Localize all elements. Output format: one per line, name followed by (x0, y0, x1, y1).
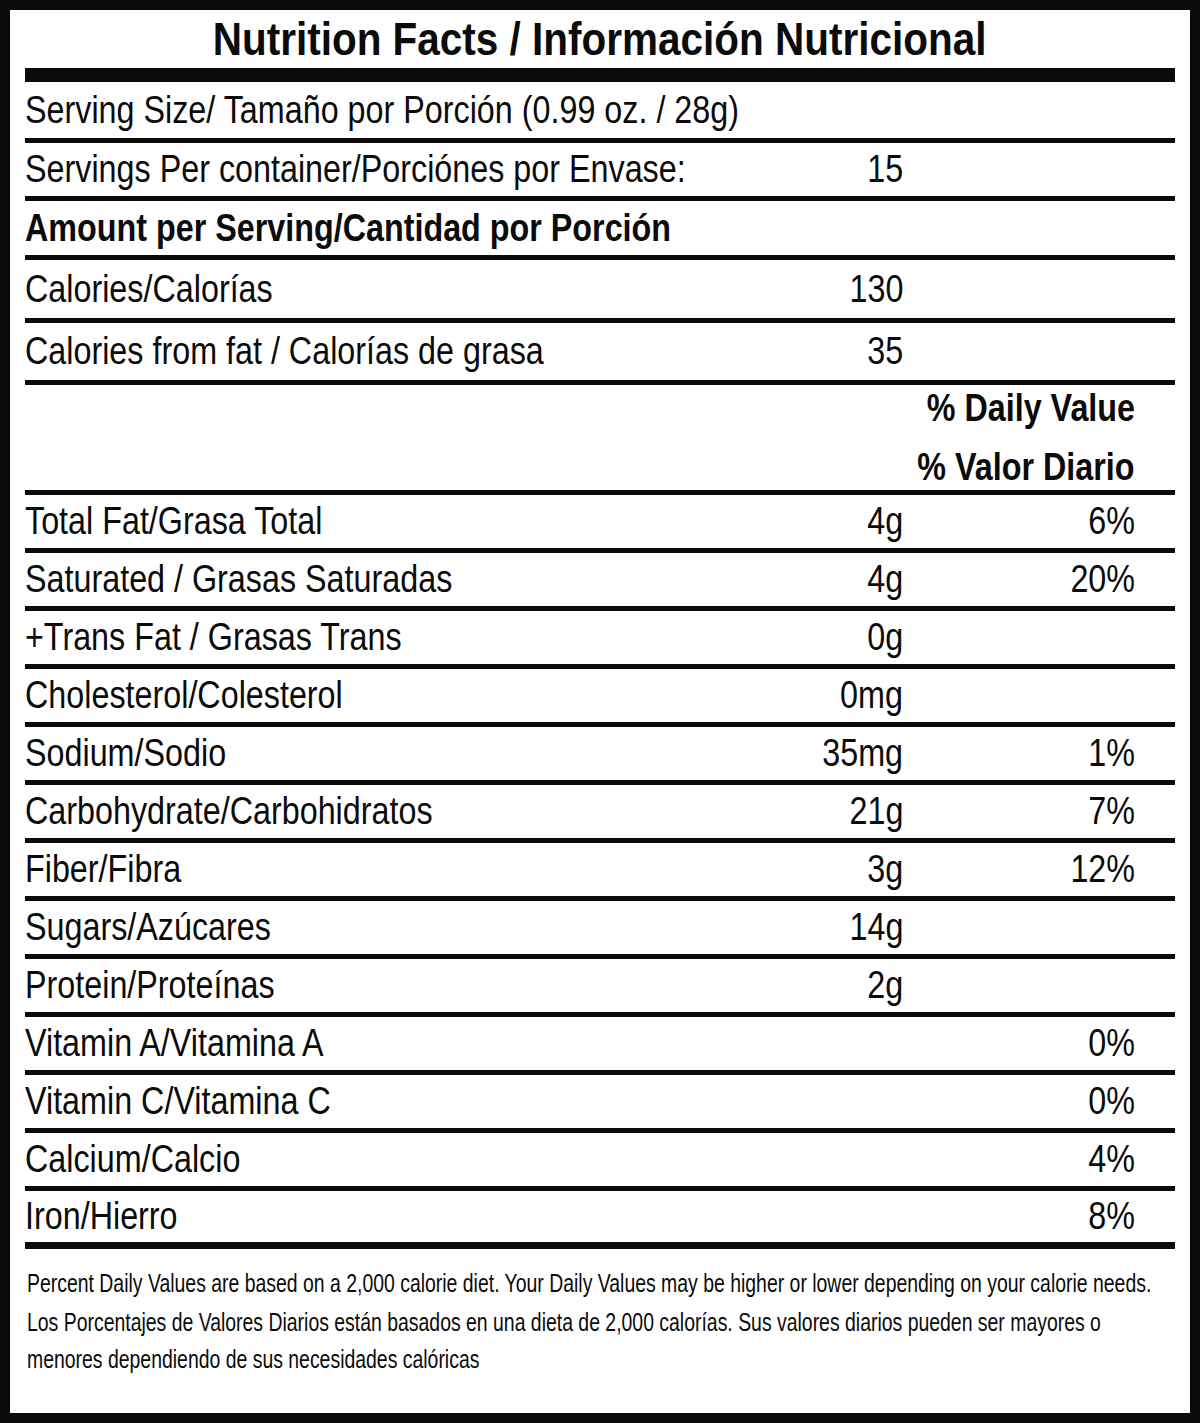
nutrient-amount: 21g (849, 790, 903, 833)
nutrient-label: Cholesterol/Colesterol (25, 674, 343, 717)
servings-per-container-row: Servings Per container/Porciónes por Env… (25, 143, 1175, 201)
nutrient-label: Vitamin A/Vitamina A (25, 1022, 324, 1065)
nutrient-row-vitamin-a: Vitamin A/Vitamina A 0% (25, 1017, 1175, 1075)
nutrient-label: Saturated / Grasas Saturadas (25, 558, 452, 601)
nutrient-row-cholesterol: Cholesterol/Colesterol 0mg (25, 669, 1175, 727)
calories-from-fat-value: 35 (867, 330, 903, 373)
servings-per-container-value: 15 (867, 148, 903, 191)
nutrient-row-calcium: Calcium/Calcio 4% (25, 1133, 1175, 1191)
nutrient-label: Calcium/Calcio (25, 1138, 240, 1181)
serving-size-label: Serving Size/ Tamaño por Porción (0.99 o… (25, 89, 739, 132)
nutrition-facts-label: Nutrition Facts / Información Nutriciona… (0, 0, 1200, 1423)
calories-label: Calories/Calorías (25, 268, 273, 311)
nutrient-amount: 35mg (822, 732, 903, 775)
nutrient-amount: 0mg (840, 674, 903, 717)
nutrient-label: Sodium/Sodio (25, 732, 226, 775)
nutrient-row-saturated-fat: Saturated / Grasas Saturadas 4g 20% (25, 553, 1175, 611)
nutrient-row-iron: Iron/Hierro 8% (25, 1191, 1175, 1249)
nutrient-row-sodium: Sodium/Sodio 35mg 1% (25, 727, 1175, 785)
nutrient-row-vitamin-c: Vitamin C/Vitamina C 0% (25, 1075, 1175, 1133)
daily-value-header-en: % Daily Value (927, 387, 1135, 430)
nutrient-amount: 4g (867, 500, 903, 543)
nutrient-daily-value: 6% (1088, 500, 1135, 543)
nutrient-label: Sugars/Azúcares (25, 906, 271, 949)
nutrient-row-trans-fat: +Trans Fat / Grasas Trans 0g (25, 611, 1175, 669)
daily-value-header-block: % Daily Value % Valor Diario (25, 385, 1175, 495)
nutrient-label: Fiber/Fibra (25, 848, 181, 891)
nutrient-daily-value: 0% (1088, 1022, 1135, 1065)
nutrient-label: Protein/Proteínas (25, 964, 275, 1007)
daily-value-header-es: % Valor Diario (918, 446, 1135, 489)
title-divider-bar (25, 68, 1175, 82)
nutrient-amount: 0g (867, 616, 903, 659)
nutrient-daily-value: 4% (1088, 1138, 1135, 1181)
nutrient-daily-value: 7% (1088, 790, 1135, 833)
label-title: Nutrition Facts / Información Nutriciona… (213, 12, 987, 66)
serving-size-row: Serving Size/ Tamaño por Porción (0.99 o… (25, 82, 1175, 143)
amount-per-serving-header-row: Amount per Serving/Cantidad por Porción (25, 201, 1175, 260)
footnote-en: Percent Daily Values are based on a 2,00… (27, 1265, 1162, 1302)
nutrient-label: Total Fat/Grasa Total (25, 500, 322, 543)
nutrient-label: Carbohydrate/Carbohidratos (25, 790, 433, 833)
nutrient-amount: 3g (867, 848, 903, 891)
nutrient-amount: 4g (867, 558, 903, 601)
label-title-zone: Nutrition Facts / Información Nutriciona… (25, 10, 1175, 68)
nutrient-row-protein: Protein/Proteínas 2g (25, 959, 1175, 1017)
amount-per-serving-header: Amount per Serving/Cantidad por Porción (25, 207, 671, 250)
nutrient-label: Iron/Hierro (25, 1195, 178, 1238)
nutrient-label: Vitamin C/Vitamina C (25, 1080, 331, 1123)
label-content: Nutrition Facts / Información Nutriciona… (10, 10, 1190, 1378)
nutrient-amount: 14g (849, 906, 903, 949)
calories-row: Calories/Calorías 130 (25, 260, 1175, 323)
servings-per-container-label: Servings Per container/Porciónes por Env… (25, 148, 686, 191)
nutrient-amount: 2g (867, 964, 903, 1007)
nutrient-daily-value: 8% (1088, 1195, 1135, 1238)
nutrient-daily-value: 20% (1070, 558, 1135, 601)
nutrient-row-total-fat: Total Fat/Grasa Total 4g 6% (25, 495, 1175, 553)
nutrient-row-fiber: Fiber/Fibra 3g 12% (25, 843, 1175, 901)
nutrient-label: +Trans Fat / Grasas Trans (25, 616, 402, 659)
nutrient-daily-value: 12% (1070, 848, 1135, 891)
calories-from-fat-label: Calories from fat / Calorías de grasa (25, 330, 544, 373)
nutrient-daily-value: 0% (1088, 1080, 1135, 1123)
nutrient-row-carbohydrate: Carbohydrate/Carbohidratos 21g 7% (25, 785, 1175, 843)
nutrient-row-sugars: Sugars/Azúcares 14g (25, 901, 1175, 959)
calories-from-fat-row: Calories from fat / Calorías de grasa 35 (25, 323, 1175, 385)
calories-value: 130 (849, 268, 903, 311)
nutrient-daily-value: 1% (1088, 732, 1135, 775)
footnote-es: Los Porcentajes de Valores Diarios están… (27, 1304, 1162, 1378)
footnotes-text-block: Percent Daily Values are based on a 2,00… (27, 1265, 1162, 1378)
footnotes: Percent Daily Values are based on a 2,00… (25, 1249, 1175, 1378)
